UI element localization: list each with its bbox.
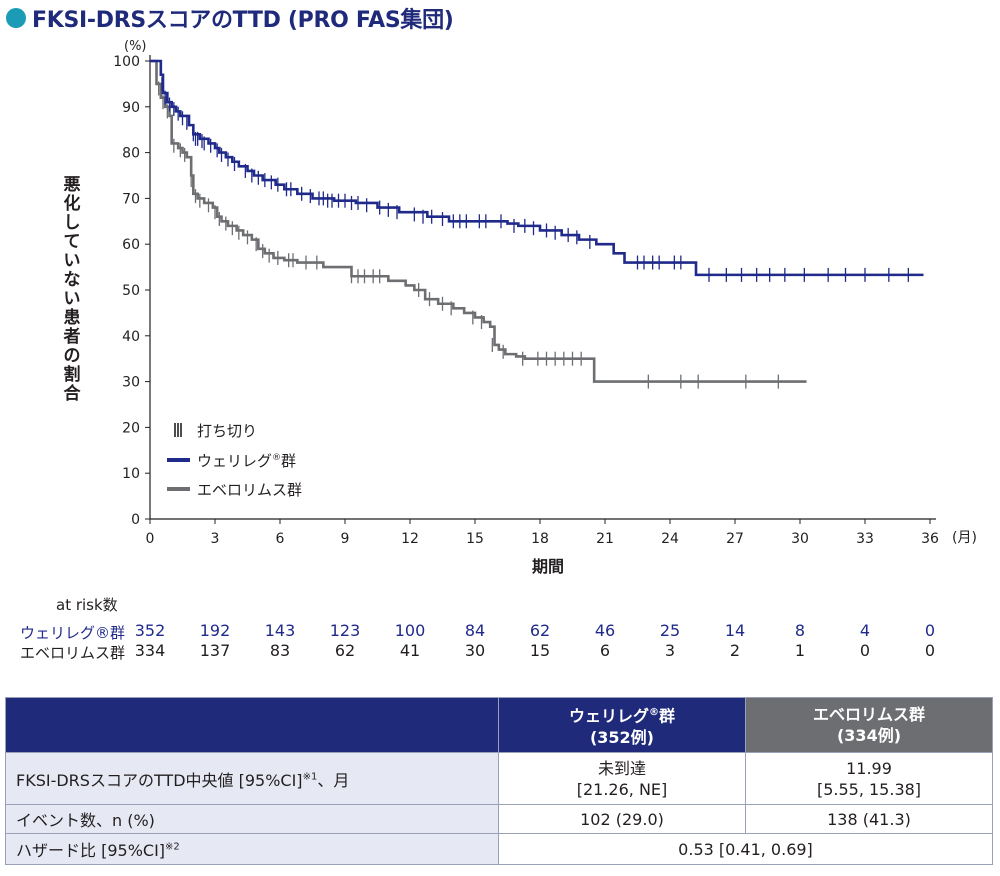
at-risk-value: 83 bbox=[269, 641, 291, 660]
at-risk-header: at risk数 bbox=[56, 596, 118, 614]
summary-header-row: ウェリレグ®群 (352例) エベロリムス群 (334例) bbox=[5, 697, 993, 753]
legend-censor-icon bbox=[174, 423, 182, 437]
median-everolimus: 11.99 [5.55, 15.38] bbox=[745, 752, 993, 805]
at-risk-table: at risk数 ウェリレグ®群 352 192 143 123 100 84 62 46 25 1… bbox=[0, 594, 1000, 664]
at-risk-value: 137 bbox=[199, 641, 231, 660]
y-axis-label-char: い bbox=[64, 251, 81, 271]
y-axis-label-char: 合 bbox=[64, 383, 82, 404]
events-welireg: 102 (29.0) bbox=[497, 804, 747, 834]
x-tick-label: 24 bbox=[661, 531, 679, 547]
y-tick-label: 10 bbox=[122, 466, 140, 482]
summary-header-everolimus: エベロリムス群 (334例) bbox=[745, 697, 993, 753]
y-axis-label-char: 患 bbox=[64, 308, 81, 328]
x-tick-label: 36 bbox=[921, 531, 939, 547]
x-tick-label: 0 bbox=[146, 531, 155, 547]
title-bullet-icon bbox=[6, 8, 26, 28]
y-tick-label: 80 bbox=[122, 146, 140, 162]
y-unit-label: (%) bbox=[124, 39, 147, 54]
series-line-welireg bbox=[150, 59, 924, 277]
at-risk-value: 15 bbox=[529, 641, 551, 660]
x-tick-label: 21 bbox=[596, 531, 614, 547]
y-axis-label-char: 悪 bbox=[64, 175, 81, 195]
events-label: イベント数、n (%) bbox=[5, 804, 499, 834]
title-row: FKSI-DRSスコアのTTD (PRO FAS集団) bbox=[6, 2, 454, 34]
at-risk-value: 334 bbox=[134, 641, 166, 660]
hr-value: 0.53 [0.41, 0.69] bbox=[497, 833, 994, 865]
y-tick-label: 90 bbox=[122, 100, 140, 116]
x-tick-label: 18 bbox=[531, 531, 549, 547]
y-tick-label: 100 bbox=[113, 54, 140, 70]
legend-censor-label: 打ち切り bbox=[197, 422, 257, 440]
at-risk-value: 123 bbox=[329, 621, 361, 640]
y-axis-label-char: な bbox=[64, 270, 81, 290]
x-tick-label: 6 bbox=[276, 531, 285, 547]
x-tick-label: 12 bbox=[401, 531, 419, 547]
x-tick-label: 33 bbox=[856, 531, 874, 547]
at-risk-value: 6 bbox=[599, 641, 611, 660]
at-risk-value: 25 bbox=[659, 621, 681, 640]
at-risk-value: 8 bbox=[794, 621, 806, 640]
y-tick-label: 40 bbox=[122, 329, 140, 345]
events-everolimus: 138 (41.3) bbox=[745, 804, 993, 834]
x-tick-label: 15 bbox=[466, 531, 484, 547]
summary-row-events: イベント数、n (%) 102 (29.0) 138 (41.3) bbox=[5, 804, 993, 834]
series-line-everolimus bbox=[150, 59, 807, 383]
median-welireg: 未到達 [21.26, NE] bbox=[497, 752, 747, 805]
summary-row-median: FKSI-DRSスコアのTTD中央値 [95%CI]※1、月 未到達 [21.26… bbox=[5, 752, 993, 805]
hr-label: ハザード比 [95%CI]※2 bbox=[5, 833, 499, 865]
y-tick-label: 50 bbox=[122, 283, 140, 299]
median-label: FKSI-DRSスコアのTTD中央値 [95%CI]※1、月 bbox=[5, 752, 499, 805]
at-risk-value: 46 bbox=[594, 621, 616, 640]
at-risk-value: 0 bbox=[924, 621, 936, 640]
x-tick-label: 30 bbox=[791, 531, 809, 547]
at-risk-value: 143 bbox=[264, 621, 296, 640]
x-tick-label: 27 bbox=[726, 531, 744, 547]
at-risk-value: 100 bbox=[394, 621, 426, 640]
summary-table: ウェリレグ®群 (352例) エベロリムス群 (334例) FKSI-DRSスコ… bbox=[5, 697, 994, 865]
at-risk-value: 14 bbox=[724, 621, 746, 640]
x-axis-label: 期間 bbox=[532, 557, 564, 576]
at-risk-value: 2 bbox=[729, 641, 741, 660]
at-risk-value: 4 bbox=[859, 621, 871, 640]
chart-series bbox=[150, 59, 924, 389]
at-risk-row-label: ウェリレグ®群 bbox=[20, 624, 126, 642]
y-tick-label: 0 bbox=[131, 512, 140, 528]
at-risk-value: 30 bbox=[464, 641, 486, 660]
y-axis-label-char: 割 bbox=[64, 364, 81, 385]
y-tick-label: 30 bbox=[122, 375, 140, 391]
at-risk-value: 1 bbox=[794, 641, 806, 660]
y-tick-label: 60 bbox=[122, 237, 140, 253]
x-unit-label: (月) bbox=[952, 530, 977, 546]
at-risk-value: 62 bbox=[334, 641, 356, 660]
at-risk-value: 62 bbox=[529, 621, 551, 640]
y-axis-label-char: し bbox=[64, 213, 81, 233]
at-risk-value: 41 bbox=[399, 641, 421, 660]
summary-header-welireg: ウェリレグ®群 (352例) bbox=[497, 697, 747, 753]
at-risk-value: 352 bbox=[134, 621, 166, 640]
x-tick-label: 9 bbox=[341, 531, 350, 547]
y-tick-label: 20 bbox=[122, 420, 140, 436]
summary-row-hr: ハザード比 [95%CI]※2 0.53 [0.41, 0.69] bbox=[5, 833, 994, 865]
y-axis-label-char: て bbox=[64, 232, 81, 252]
legend: 打ち切り ウェリレグ®群 エベロリムス群 bbox=[167, 422, 302, 499]
y-axis-label-char: 者 bbox=[63, 326, 81, 347]
at-risk-value: 84 bbox=[464, 621, 486, 640]
y-tick-label: 70 bbox=[122, 191, 140, 207]
at-risk-value: 0 bbox=[859, 641, 871, 660]
y-axis-label-char: い bbox=[64, 289, 81, 309]
legend-everolimus-label: エベロリムス群 bbox=[197, 481, 302, 499]
y-axis-label-char: 化 bbox=[64, 193, 81, 214]
at-risk-value: 192 bbox=[199, 621, 231, 640]
summary-header-blank bbox=[5, 697, 499, 753]
legend-welireg-label: ウェリレグ®群 bbox=[197, 452, 296, 470]
page-title: FKSI-DRSスコアのTTD (PRO FAS集団) bbox=[32, 8, 454, 33]
at-risk-value: 0 bbox=[924, 641, 936, 660]
at-risk-value: 3 bbox=[664, 641, 676, 660]
x-tick-label: 3 bbox=[211, 531, 220, 547]
y-axis-label-char: の bbox=[64, 346, 81, 366]
at-risk-row-label: エベロリムス群 bbox=[20, 644, 126, 662]
